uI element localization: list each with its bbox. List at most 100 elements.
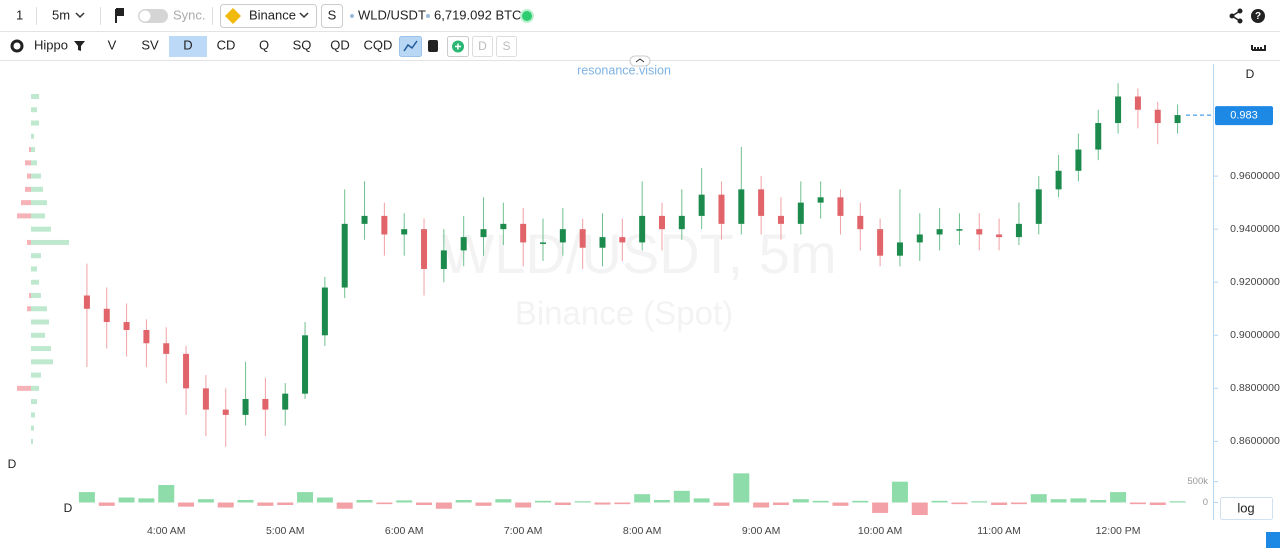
indicator-button[interactable]: SQ <box>293 37 312 52</box>
indicator-button[interactable]: D <box>183 37 192 52</box>
indicator-button[interactable]: QD <box>330 37 350 52</box>
candle-body <box>302 335 309 394</box>
candle-body <box>777 215 784 224</box>
share-icon[interactable] <box>1229 8 1243 24</box>
volume-bar <box>515 502 532 508</box>
profile-buy <box>31 226 51 232</box>
price-axis-label: D <box>1246 67 1255 81</box>
y-tick-label: 0.9400000 <box>1230 223 1280 235</box>
indicator-button[interactable]: SV <box>141 37 159 52</box>
toggle-knob <box>139 10 151 22</box>
volume-bar <box>554 502 571 505</box>
market-type-button[interactable] <box>321 4 343 28</box>
volume-bar <box>316 497 333 503</box>
profile-buy <box>31 186 43 192</box>
corner-button[interactable] <box>1266 532 1280 548</box>
volume-bar <box>435 502 452 509</box>
filter-icon[interactable] <box>74 41 85 51</box>
log-button[interactable] <box>1220 497 1273 520</box>
volume-bar <box>792 499 809 503</box>
volume-bar <box>277 502 294 505</box>
candle-body <box>83 295 90 309</box>
ruler-icon[interactable] <box>1251 45 1266 51</box>
candle-body <box>143 329 150 344</box>
volume-bar <box>713 502 730 506</box>
candle-body <box>1055 170 1062 190</box>
last-price-label: 0.983 <box>1230 109 1258 121</box>
volume-bar <box>911 502 928 515</box>
profile-buy <box>31 359 53 365</box>
exchange-select[interactable] <box>220 4 317 28</box>
candle-body <box>123 322 130 330</box>
profile-buy <box>31 279 39 285</box>
candle-body <box>956 229 963 231</box>
profile-buy <box>31 266 37 272</box>
profile-buy <box>31 173 41 179</box>
volume-bar <box>951 502 968 505</box>
profile-sell <box>27 239 31 245</box>
template-name[interactable]: Hippo <box>34 37 68 52</box>
profile-buy <box>31 133 34 139</box>
candle-body <box>381 215 388 235</box>
candle-body <box>183 353 190 389</box>
volume-bar <box>475 502 492 506</box>
candle-body <box>361 215 368 224</box>
y-tick-label: 0.9600000 <box>1230 170 1280 182</box>
candle-body <box>658 215 665 230</box>
profile-buy <box>31 438 33 444</box>
volume-bar <box>197 499 214 503</box>
candle-body <box>877 229 884 256</box>
candle-body <box>837 197 844 216</box>
volume-bar <box>653 500 670 503</box>
profile-sell <box>27 173 31 179</box>
profile-sell <box>21 200 31 206</box>
interval-select[interactable]: 5m <box>52 7 70 22</box>
candle-body <box>242 398 249 415</box>
volume-24h: 6,719.092 BTC <box>434 7 521 22</box>
candle-body <box>738 189 745 224</box>
x-tick-label: 6:00 AM <box>385 525 424 537</box>
y-tick-label: 0.8800000 <box>1230 382 1280 394</box>
volume-bar <box>1010 502 1027 505</box>
candle-body <box>540 242 547 244</box>
volume-bar <box>891 481 908 503</box>
log-label: log <box>1237 500 1254 515</box>
notes-icon[interactable] <box>428 40 438 52</box>
profile-buy <box>31 319 49 325</box>
indicator-button[interactable]: Q <box>259 37 269 52</box>
candle-body <box>500 223 507 230</box>
collapse-button[interactable] <box>629 55 651 67</box>
line-icon <box>403 40 418 52</box>
volume-bar <box>455 500 472 503</box>
x-tick-label: 10:00 AM <box>858 525 902 537</box>
volume-bar <box>98 502 115 506</box>
candle-body <box>1134 96 1141 110</box>
candle-body <box>440 250 447 269</box>
indicator-button[interactable]: V <box>108 37 117 52</box>
candle-body <box>520 223 527 243</box>
last-price-tag <box>1215 106 1273 126</box>
candle-body <box>1115 96 1122 124</box>
indicator-button[interactable]: CD <box>217 37 236 52</box>
candle-body <box>1035 189 1042 224</box>
candle-body <box>421 229 428 269</box>
profile-buy <box>31 200 47 206</box>
settings-icon[interactable] <box>10 39 24 53</box>
profile-buy <box>31 372 41 378</box>
volume-bar <box>178 502 195 507</box>
interval-count[interactable]: 1 <box>16 7 23 22</box>
help-icon[interactable] <box>1251 9 1265 23</box>
volume-bar <box>673 490 690 503</box>
volume-tick-label: 0 <box>1203 497 1208 508</box>
flag-icon[interactable] <box>115 8 124 23</box>
candle-body <box>262 398 269 410</box>
exchange-logo <box>225 8 241 24</box>
volume-bar <box>1030 494 1047 503</box>
exchange-name: Binance <box>249 7 296 22</box>
volume-bar <box>574 501 591 503</box>
candle-body <box>202 388 209 410</box>
market-type: S <box>328 7 337 22</box>
indicator-button[interactable]: CQD <box>364 37 393 52</box>
